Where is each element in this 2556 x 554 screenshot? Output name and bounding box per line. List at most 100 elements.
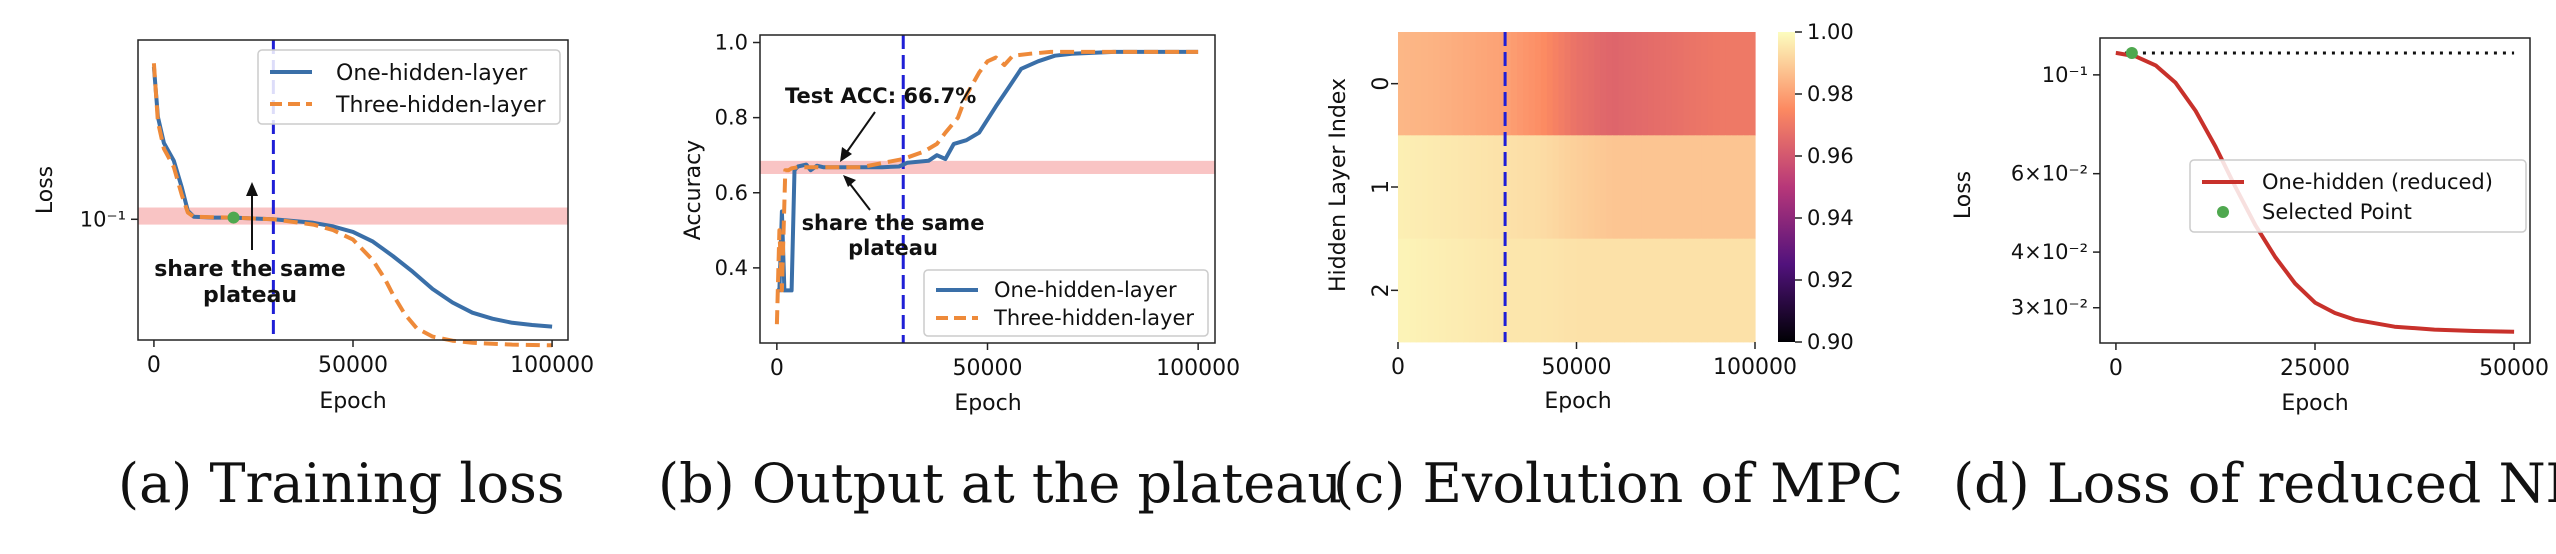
- heatmap-cell: [1641, 32, 1649, 136]
- heatmap-cell: [1398, 32, 1405, 136]
- legend-box: [257, 49, 561, 125]
- heatmap-cell: [1522, 135, 1530, 240]
- heatmap-cell: [1600, 32, 1607, 136]
- heatmap-cell: [1427, 238, 1435, 343]
- caption-b: (b) Output at the plateau: [658, 452, 1343, 515]
- heatmap-cell: [1415, 32, 1423, 136]
- heatmap-cell: [1707, 32, 1714, 136]
- y-tick-label: 3×10⁻²: [2011, 296, 2088, 320]
- heatmap-cell: [1522, 32, 1530, 136]
- heatmap-cell: [1570, 238, 1578, 343]
- y-tick-label: 10⁻¹: [2042, 63, 2088, 87]
- x-tick-label: 0: [770, 356, 784, 381]
- heatmap-cell: [1570, 32, 1578, 136]
- heatmap-cell: [1552, 32, 1560, 136]
- y-axis-label: Accuracy: [681, 140, 706, 240]
- row-label: 1: [1369, 180, 1394, 194]
- legend-label-one-hidden: One-hidden-layer: [994, 278, 1177, 302]
- heatmap-cell: [1743, 32, 1750, 136]
- heatmap-cell: [1499, 135, 1506, 240]
- panel-b: 0 50000 100000 0.4 0.6 0.8 1.0 Epoch Accuracy…: [681, 31, 1240, 416]
- test-acc-arrowhead: [840, 147, 852, 162]
- heatmap-cell: [1433, 32, 1441, 136]
- heatmap-cell: [1612, 32, 1619, 136]
- heatmap-cell: [1612, 238, 1619, 343]
- y-tick-label: 0.8: [715, 106, 748, 130]
- heatmap-cell: [1451, 135, 1459, 240]
- heatmap-cell: [1463, 135, 1470, 240]
- row-label: 0: [1369, 77, 1394, 91]
- legend: One-hidden (reduced) Selected Point: [2189, 159, 2527, 233]
- x-tick-label: 0: [2109, 356, 2123, 381]
- annotation-line-1: share the same: [802, 211, 985, 235]
- heatmap-cell: [1457, 135, 1465, 240]
- heatmap-cell: [1636, 135, 1643, 240]
- heatmap-cell: [1403, 32, 1411, 136]
- heatmap-cell: [1469, 32, 1476, 136]
- heatmap-cell: [1522, 238, 1530, 343]
- x-tick-label: 0: [1391, 355, 1405, 380]
- heatmap-cell: [1493, 32, 1500, 136]
- heatmap-cell: [1499, 32, 1506, 136]
- heatmap-cell: [1725, 32, 1732, 136]
- heatmap-cell: [1606, 32, 1613, 136]
- heatmap-cell: [1475, 32, 1482, 136]
- legend-label-three-hidden: Three-hidden-layer: [335, 93, 547, 118]
- heatmap-cell: [1624, 32, 1631, 136]
- heatmap-cell: [1534, 135, 1542, 240]
- test-acc-arrow: [843, 111, 876, 157]
- heatmap-cell: [1594, 135, 1601, 240]
- heatmap-cell: [1689, 238, 1697, 343]
- heatmap-cell: [1421, 238, 1429, 343]
- annotation-arrow: [846, 179, 871, 211]
- annotation-line-2: plateau: [848, 236, 938, 260]
- plateau-band: [138, 207, 568, 225]
- heatmap-cell: [1451, 32, 1459, 136]
- legend-box: [923, 269, 1209, 337]
- heatmap-cell: [1457, 238, 1465, 343]
- series-line-first: [776, 49, 1199, 293]
- heatmap-cell: [1737, 135, 1744, 240]
- annotation-line-1: share the same: [154, 257, 346, 282]
- heatmap-cell: [1511, 135, 1518, 240]
- heatmap-cell: [1653, 135, 1661, 240]
- heatmap-cell: [1719, 238, 1726, 343]
- x-axis-label: Epoch: [954, 391, 1021, 416]
- heatmap-cell: [1719, 135, 1726, 240]
- heatmap-cell: [1582, 238, 1589, 343]
- heatmap-cell: [1546, 32, 1554, 136]
- heatmap-cell: [1588, 238, 1595, 343]
- colorbar-tick-label: 0.96: [1807, 144, 1854, 168]
- legend-box: [2189, 159, 2527, 233]
- heatmap-cell: [1487, 135, 1494, 240]
- heatmap-cell: [1695, 238, 1703, 343]
- heatmap-cell: [1517, 238, 1524, 343]
- heatmap-cell: [1689, 135, 1697, 240]
- heatmap-cell: [1653, 238, 1661, 343]
- heatmap-cell: [1600, 135, 1607, 240]
- heatmap-cell: [1653, 32, 1661, 136]
- annotation-line-2: plateau: [203, 283, 297, 308]
- heatmap-cell: [1719, 32, 1726, 136]
- y-tick-label: 6×10⁻²: [2011, 162, 2088, 186]
- heatmap-cell: [1713, 135, 1720, 240]
- heatmap-cell: [1731, 238, 1738, 343]
- heatmap-cell: [1671, 135, 1679, 240]
- heatmap-cell: [1594, 32, 1601, 136]
- heatmap-cell: [1737, 32, 1744, 136]
- x-tick-label: 25000: [2280, 356, 2350, 381]
- caption-c: (c) Evolution of MPC: [1333, 452, 1904, 515]
- heatmap-cell: [1707, 135, 1714, 240]
- heatmap-cell: [1725, 238, 1732, 343]
- heatmap-cell: [1713, 32, 1720, 136]
- legend-label-point: Selected Point: [2262, 200, 2412, 224]
- heatmap-cell: [1743, 238, 1750, 343]
- heatmap-cell: [1588, 135, 1595, 240]
- heatmap-cell: [1659, 238, 1667, 343]
- heatmap-cell: [1564, 32, 1572, 136]
- selected-point: [2125, 46, 2138, 59]
- heatmap-cell: [1737, 238, 1744, 343]
- heatmap-cell: [1475, 238, 1482, 343]
- heatmap-cell: [1641, 238, 1649, 343]
- heatmap-cell: [1481, 238, 1488, 343]
